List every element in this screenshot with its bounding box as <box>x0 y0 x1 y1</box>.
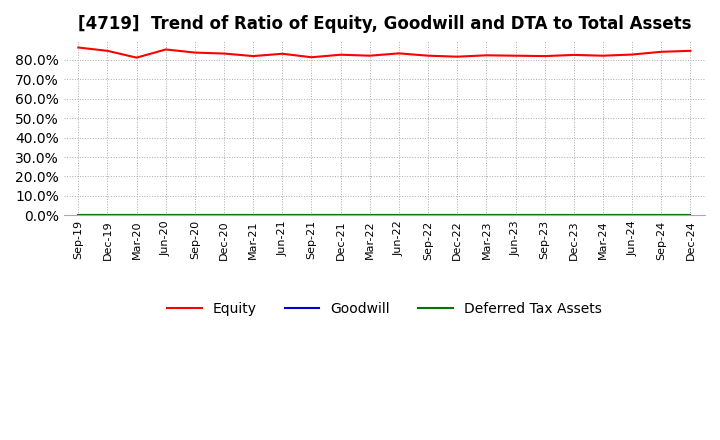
Deferred Tax Assets <box>482 213 491 218</box>
Goodwill <box>249 213 258 218</box>
Deferred Tax Assets <box>541 213 549 218</box>
Equity <box>570 52 578 58</box>
Goodwill <box>395 213 403 218</box>
Equity <box>657 49 665 55</box>
Goodwill <box>220 213 228 218</box>
Goodwill <box>336 213 345 218</box>
Title: [4719]  Trend of Ratio of Equity, Goodwill and DTA to Total Assets: [4719] Trend of Ratio of Equity, Goodwil… <box>78 15 691 33</box>
Deferred Tax Assets <box>686 213 695 218</box>
Equity <box>336 52 345 57</box>
Equity <box>132 55 141 60</box>
Goodwill <box>453 213 462 218</box>
Equity <box>686 48 695 54</box>
Goodwill <box>307 213 316 218</box>
Goodwill <box>541 213 549 218</box>
Equity <box>541 53 549 59</box>
Deferred Tax Assets <box>657 213 665 218</box>
Equity <box>249 53 258 59</box>
Deferred Tax Assets <box>511 213 520 218</box>
Goodwill <box>657 213 665 218</box>
Goodwill <box>191 213 199 218</box>
Goodwill <box>278 213 287 218</box>
Goodwill <box>424 213 433 218</box>
Goodwill <box>132 213 141 218</box>
Deferred Tax Assets <box>278 213 287 218</box>
Equity <box>307 55 316 60</box>
Deferred Tax Assets <box>336 213 345 218</box>
Goodwill <box>686 213 695 218</box>
Goodwill <box>482 213 491 218</box>
Equity <box>482 53 491 58</box>
Line: Equity: Equity <box>78 48 690 58</box>
Deferred Tax Assets <box>424 213 433 218</box>
Equity <box>598 53 607 59</box>
Equity <box>278 51 287 56</box>
Deferred Tax Assets <box>570 213 578 218</box>
Equity <box>424 53 433 59</box>
Goodwill <box>570 213 578 218</box>
Equity <box>395 51 403 56</box>
Goodwill <box>598 213 607 218</box>
Deferred Tax Assets <box>220 213 228 218</box>
Equity <box>74 45 83 50</box>
Deferred Tax Assets <box>366 213 374 218</box>
Equity <box>453 54 462 59</box>
Deferred Tax Assets <box>132 213 141 218</box>
Equity <box>191 50 199 55</box>
Deferred Tax Assets <box>74 213 83 218</box>
Deferred Tax Assets <box>598 213 607 218</box>
Deferred Tax Assets <box>249 213 258 218</box>
Goodwill <box>103 213 112 218</box>
Legend: Equity, Goodwill, Deferred Tax Assets: Equity, Goodwill, Deferred Tax Assets <box>161 296 607 321</box>
Goodwill <box>366 213 374 218</box>
Equity <box>511 53 520 59</box>
Deferred Tax Assets <box>161 213 170 218</box>
Equity <box>220 51 228 56</box>
Equity <box>103 48 112 54</box>
Goodwill <box>511 213 520 218</box>
Deferred Tax Assets <box>395 213 403 218</box>
Deferred Tax Assets <box>453 213 462 218</box>
Deferred Tax Assets <box>103 213 112 218</box>
Equity <box>161 47 170 52</box>
Deferred Tax Assets <box>628 213 636 218</box>
Equity <box>628 52 636 57</box>
Deferred Tax Assets <box>307 213 316 218</box>
Goodwill <box>161 213 170 218</box>
Deferred Tax Assets <box>191 213 199 218</box>
Goodwill <box>74 213 83 218</box>
Equity <box>366 53 374 59</box>
Goodwill <box>628 213 636 218</box>
